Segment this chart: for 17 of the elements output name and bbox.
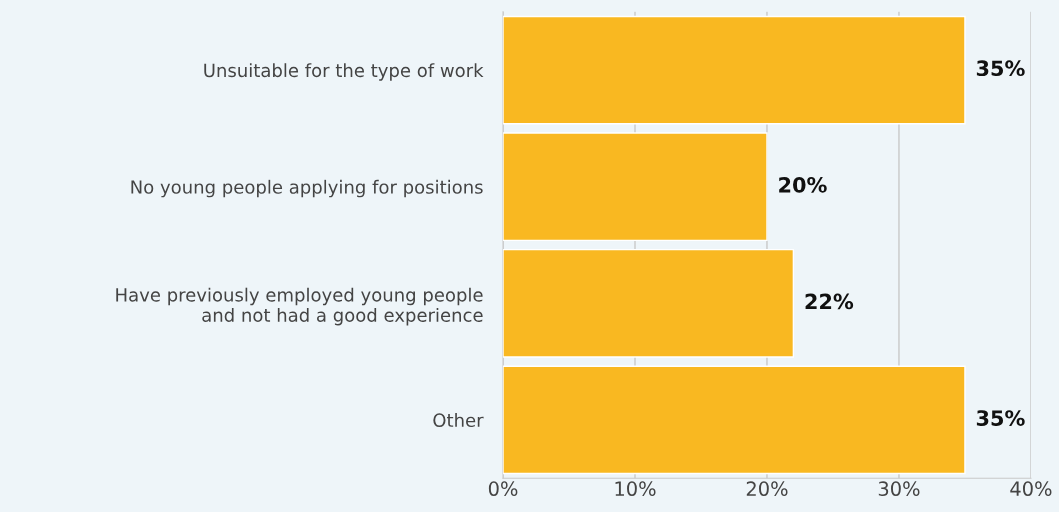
bar <box>503 365 966 475</box>
data-label: 35% <box>976 60 1025 77</box>
y-tick-label: Other <box>433 413 484 428</box>
x-tick-label: 0% <box>488 481 518 497</box>
data-label: 20% <box>779 176 827 193</box>
y-tick-label: Unsuitable for the type of work <box>204 63 484 81</box>
bar <box>503 248 795 358</box>
y-tick-label: No young people applying for positions <box>131 179 483 198</box>
bar <box>503 132 768 242</box>
x-tick-label: 40% <box>1010 481 1052 497</box>
x-tick-label: 30% <box>878 481 920 497</box>
data-label: 35% <box>976 410 1025 426</box>
y-tick-label: Have previously employed young people and not had a good experience <box>116 287 483 326</box>
bar <box>503 15 966 125</box>
x-tick-label: 10% <box>615 481 656 497</box>
data-label: 22% <box>805 293 854 310</box>
x-tick-label: 20% <box>746 481 788 497</box>
